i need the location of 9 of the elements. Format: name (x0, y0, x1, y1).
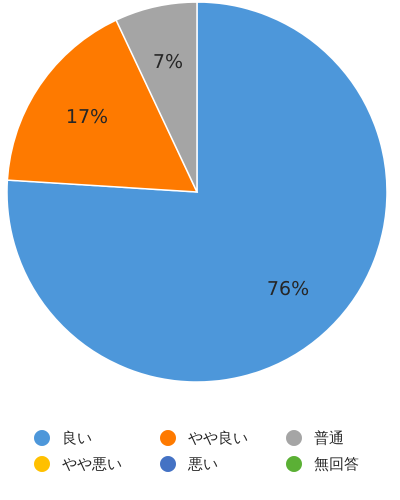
legend-label: やや良い (188, 428, 248, 448)
data-label: 17% (66, 106, 108, 128)
legend-label: 無回答 (314, 454, 359, 474)
legend-label: やや悪い (62, 454, 122, 474)
legend-label: 悪い (188, 454, 218, 474)
data-label: 7% (152, 51, 184, 74)
data-label: 76% (266, 278, 310, 300)
legend-label: 普通 (314, 428, 344, 448)
legend-label: 良い (62, 428, 92, 448)
